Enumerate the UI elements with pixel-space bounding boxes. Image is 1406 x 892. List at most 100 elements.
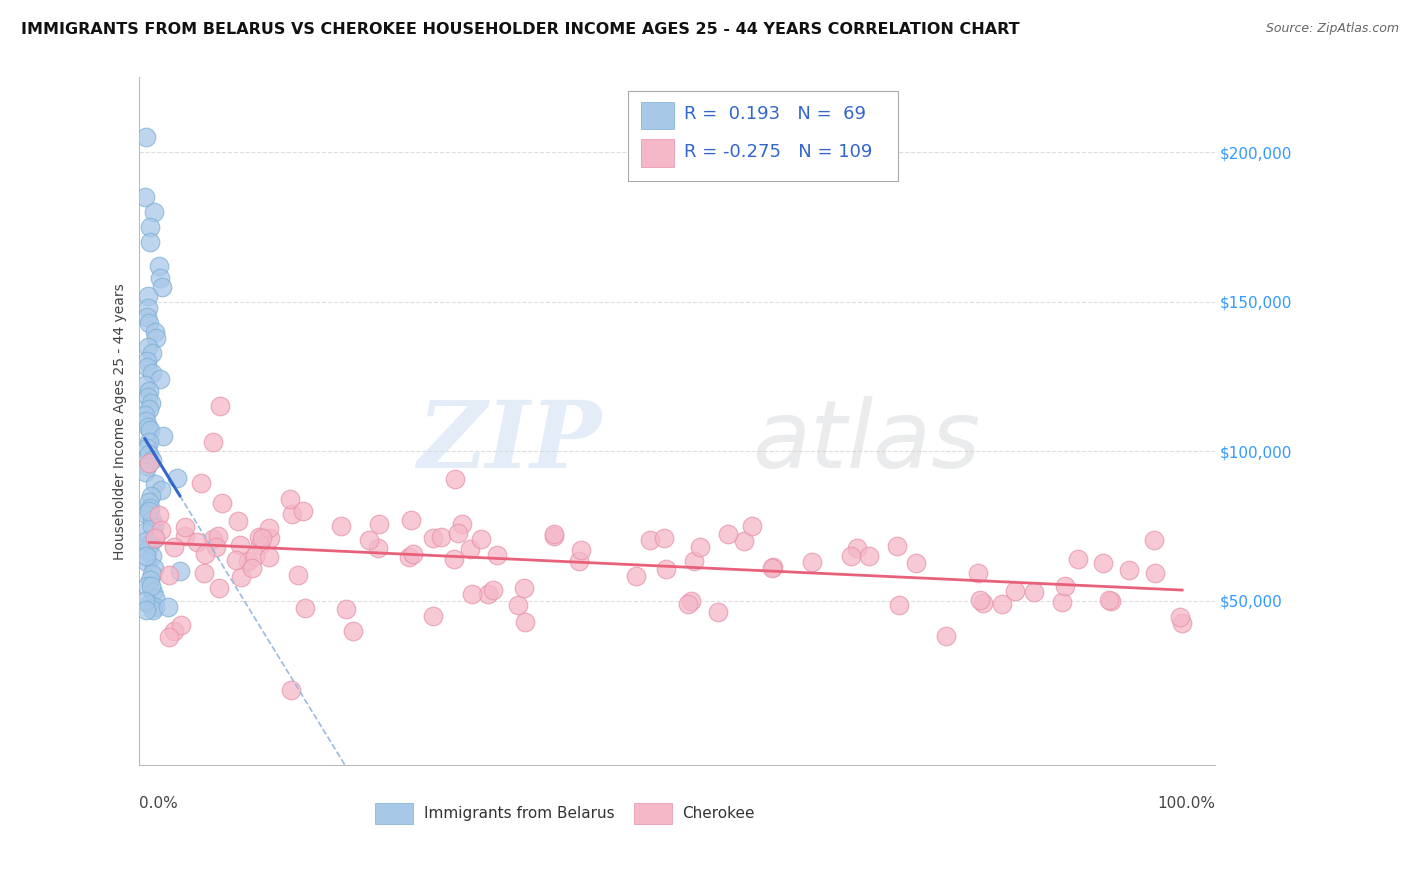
Point xyxy=(141,345,163,359)
Text: Immigrants from Belarus: Immigrants from Belarus xyxy=(423,805,614,821)
Bar xyxy=(634,803,672,823)
Point xyxy=(134,409,156,423)
Point xyxy=(1099,594,1122,608)
Point xyxy=(135,507,157,521)
Point xyxy=(173,529,195,543)
Point xyxy=(150,279,173,293)
Point xyxy=(683,553,706,567)
Bar xyxy=(641,139,673,167)
Point xyxy=(138,384,160,399)
Point xyxy=(689,540,711,554)
Point xyxy=(991,598,1014,612)
Point xyxy=(733,534,755,549)
Point xyxy=(142,584,165,599)
Point xyxy=(398,549,420,564)
Point xyxy=(136,360,159,375)
Point xyxy=(458,541,481,556)
Text: atlas: atlas xyxy=(752,396,980,487)
Point xyxy=(450,517,472,532)
Point xyxy=(515,615,537,629)
Point xyxy=(139,573,162,587)
Point xyxy=(138,447,160,461)
Point xyxy=(969,593,991,607)
Point xyxy=(145,330,167,344)
Point xyxy=(142,519,165,533)
Point xyxy=(741,519,763,533)
Point xyxy=(143,477,166,491)
Point xyxy=(134,465,156,479)
Point xyxy=(291,503,314,517)
Point xyxy=(149,372,172,386)
Bar xyxy=(375,803,413,823)
Point xyxy=(654,562,676,576)
Point xyxy=(157,599,180,614)
Point xyxy=(134,524,156,539)
Point xyxy=(141,367,163,381)
Point xyxy=(136,441,159,455)
Point xyxy=(169,617,191,632)
Point xyxy=(141,566,163,581)
Point xyxy=(157,568,180,582)
Point xyxy=(247,531,270,545)
Point xyxy=(1098,592,1121,607)
Point xyxy=(422,532,444,546)
Point xyxy=(135,130,157,145)
Point xyxy=(142,602,165,616)
Point xyxy=(186,535,208,549)
Point xyxy=(905,557,928,571)
Text: R =  0.193   N =  69: R = 0.193 N = 69 xyxy=(685,105,866,123)
Point xyxy=(443,552,465,566)
Text: 100.0%: 100.0% xyxy=(1157,796,1215,811)
Point xyxy=(294,601,316,615)
Point xyxy=(138,435,160,450)
Point xyxy=(135,533,157,548)
Point xyxy=(143,325,166,339)
Point xyxy=(139,537,162,551)
Point xyxy=(157,630,180,644)
Point xyxy=(543,527,565,541)
Point xyxy=(280,683,302,698)
Point xyxy=(679,593,702,607)
Point xyxy=(152,429,174,443)
Point xyxy=(136,310,159,324)
Point xyxy=(706,605,728,619)
Text: ZIP: ZIP xyxy=(418,397,602,487)
Point xyxy=(280,491,302,506)
Point xyxy=(193,566,215,581)
Point xyxy=(139,235,162,249)
Point xyxy=(568,554,591,568)
Text: Source: ZipAtlas.com: Source: ZipAtlas.com xyxy=(1265,22,1399,36)
Point xyxy=(402,547,425,561)
Point xyxy=(228,538,250,552)
Point xyxy=(136,339,159,353)
Point xyxy=(1024,585,1046,599)
Point xyxy=(800,556,823,570)
Point xyxy=(207,582,229,596)
Point xyxy=(1143,533,1166,548)
Point xyxy=(138,288,160,302)
Point xyxy=(422,608,444,623)
Point xyxy=(138,316,160,330)
Point xyxy=(243,549,266,563)
Point xyxy=(139,489,162,503)
Point xyxy=(143,599,166,614)
Point xyxy=(330,519,353,533)
Point xyxy=(935,629,957,643)
Point xyxy=(149,524,172,538)
Point xyxy=(163,541,186,555)
Point xyxy=(357,533,380,548)
Point xyxy=(142,561,165,575)
Point xyxy=(676,597,699,611)
Point xyxy=(201,435,224,450)
Point xyxy=(543,529,565,543)
Point xyxy=(482,582,505,597)
Point xyxy=(287,567,309,582)
Point xyxy=(149,483,172,497)
Point xyxy=(460,587,482,601)
Point xyxy=(236,554,259,568)
Point xyxy=(190,476,212,491)
Point xyxy=(228,514,250,528)
Point xyxy=(174,519,197,533)
Point xyxy=(569,543,592,558)
Point xyxy=(138,423,160,437)
